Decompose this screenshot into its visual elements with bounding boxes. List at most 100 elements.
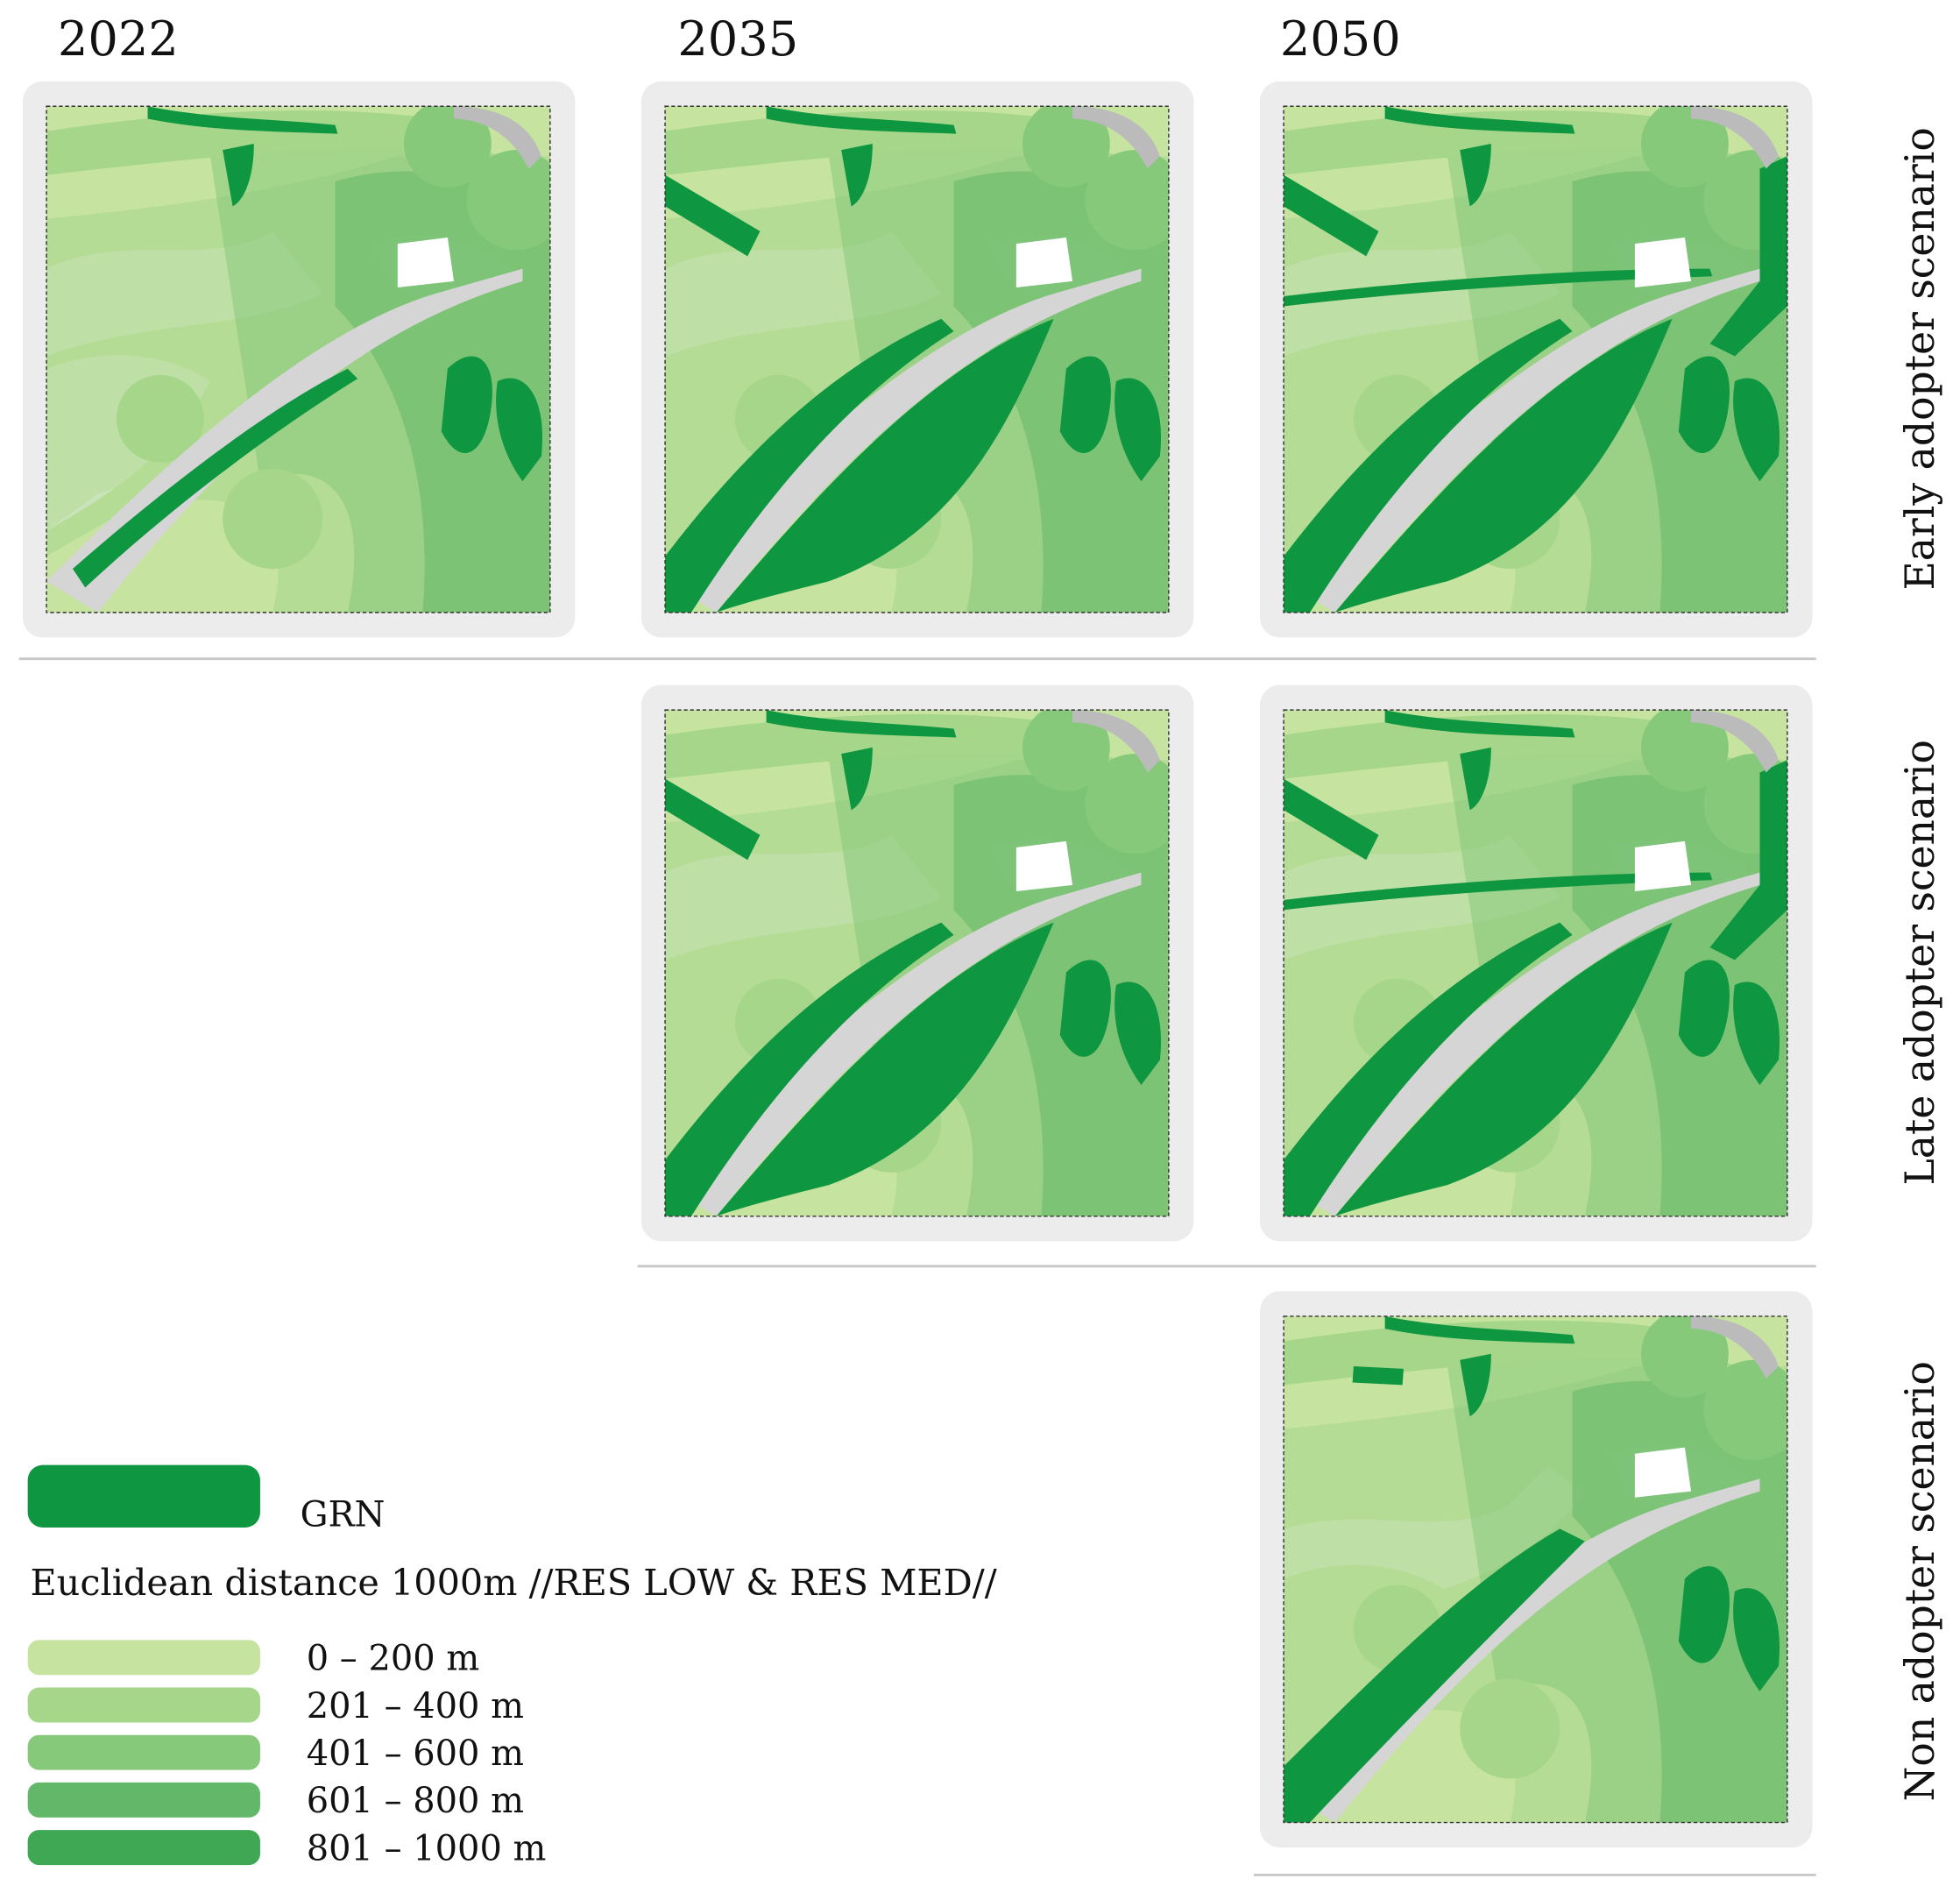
legend-label: 801 – 1000 m bbox=[307, 1828, 547, 1868]
urban bbox=[1691, 106, 1779, 169]
grn-area bbox=[72, 368, 358, 588]
grn-area bbox=[1059, 356, 1111, 453]
river bbox=[665, 872, 1142, 1216]
map-extent bbox=[664, 709, 1170, 1217]
legend-label: GRN bbox=[301, 1495, 386, 1535]
urban bbox=[1691, 1315, 1779, 1379]
urban bbox=[1015, 238, 1073, 288]
grn-area bbox=[496, 378, 542, 482]
distance-band bbox=[665, 110, 1054, 175]
map-area bbox=[1284, 710, 1787, 1216]
grn-area bbox=[841, 747, 873, 811]
legend-swatch bbox=[27, 1640, 260, 1676]
map-panel bbox=[22, 81, 576, 638]
map-panel bbox=[640, 684, 1194, 1242]
urban bbox=[397, 238, 455, 288]
grn-area bbox=[1384, 710, 1575, 738]
urban bbox=[454, 106, 541, 169]
map-area bbox=[46, 106, 550, 613]
river bbox=[665, 268, 1142, 613]
distance-band bbox=[1641, 106, 1729, 188]
legend-swatch bbox=[27, 1830, 260, 1866]
river bbox=[1284, 872, 1760, 1216]
river bbox=[46, 268, 523, 613]
map-extent bbox=[1283, 105, 1788, 613]
grn-area bbox=[1709, 760, 1787, 961]
grn-area bbox=[1334, 922, 1673, 1216]
grn-area bbox=[766, 710, 957, 738]
map-extent bbox=[1283, 1315, 1788, 1824]
distance-band bbox=[1085, 150, 1169, 251]
map-panels bbox=[22, 81, 1813, 1848]
grn-area bbox=[441, 356, 492, 453]
grn-area bbox=[1059, 960, 1111, 1057]
distance-band bbox=[403, 106, 492, 188]
distance-band bbox=[1641, 710, 1729, 791]
distance-band bbox=[1284, 110, 1673, 175]
distance-band bbox=[466, 150, 550, 251]
grn-area bbox=[1384, 1315, 1575, 1344]
grn-area bbox=[1733, 982, 1780, 1086]
river bbox=[1284, 268, 1760, 613]
map-area bbox=[1284, 106, 1787, 613]
map-panel bbox=[1259, 1291, 1813, 1848]
distance-band bbox=[1022, 106, 1110, 188]
map-extent bbox=[46, 105, 551, 613]
map-area bbox=[665, 106, 1169, 613]
grn-area bbox=[1284, 778, 1379, 861]
urban bbox=[1634, 1447, 1692, 1498]
distance-band bbox=[1460, 1678, 1560, 1779]
grn-area bbox=[1284, 268, 1713, 307]
grn-area bbox=[1678, 356, 1730, 453]
grn-area bbox=[665, 318, 954, 613]
grn-area bbox=[1284, 922, 1573, 1216]
column-header: 2035 bbox=[677, 11, 798, 67]
grn-area bbox=[223, 144, 254, 207]
legend: GRN Euclidean distance 1000m //RES LOW &… bbox=[27, 1464, 997, 1868]
grn-area bbox=[1114, 378, 1161, 482]
legend-label: 0 – 200 m bbox=[307, 1639, 480, 1679]
distance-band bbox=[46, 110, 435, 175]
row-label: Early adopter scenario bbox=[1897, 127, 1943, 590]
distance-band bbox=[1085, 754, 1169, 854]
legend-label: 201 – 400 m bbox=[307, 1686, 524, 1726]
map-extent bbox=[664, 105, 1170, 613]
legend-label: 401 – 600 m bbox=[307, 1733, 524, 1774]
river bbox=[1284, 1478, 1760, 1823]
map-area bbox=[1284, 1315, 1787, 1823]
urban bbox=[1072, 710, 1160, 773]
grn-area bbox=[1460, 1353, 1491, 1417]
legend-swatch bbox=[27, 1687, 260, 1723]
urban bbox=[1634, 238, 1692, 288]
urban bbox=[1015, 840, 1073, 891]
distance-band bbox=[223, 468, 323, 569]
urban bbox=[1072, 106, 1160, 169]
distance-band bbox=[1022, 710, 1110, 791]
grn-area bbox=[1733, 378, 1780, 482]
grn-area bbox=[665, 922, 954, 1216]
grn-area bbox=[716, 922, 1054, 1216]
urban bbox=[1691, 710, 1779, 773]
grn-area bbox=[1733, 1588, 1780, 1691]
grn-area bbox=[716, 318, 1054, 613]
grn-area bbox=[1384, 106, 1575, 134]
legend-label: 601 – 800 m bbox=[307, 1781, 524, 1821]
grn-area bbox=[1678, 1566, 1730, 1663]
row-label: Late adopter scenario bbox=[1897, 740, 1943, 1186]
map-panel bbox=[1259, 81, 1813, 638]
grn-area bbox=[1284, 174, 1379, 257]
grn-area bbox=[766, 106, 957, 134]
map-panel bbox=[1259, 684, 1813, 1242]
legend-swatch bbox=[27, 1734, 260, 1770]
grn-area bbox=[1334, 318, 1673, 613]
distance-band bbox=[1703, 1359, 1787, 1460]
grn-area bbox=[1352, 1365, 1405, 1386]
distance-band bbox=[1284, 714, 1673, 779]
grn-area bbox=[841, 144, 873, 207]
urban bbox=[1634, 840, 1692, 891]
map-area bbox=[665, 710, 1169, 1216]
column-header: 2022 bbox=[58, 11, 179, 67]
row-label: Non adopter scenario bbox=[1897, 1361, 1943, 1801]
grn-area bbox=[147, 106, 338, 134]
grn-area bbox=[1114, 982, 1161, 1086]
